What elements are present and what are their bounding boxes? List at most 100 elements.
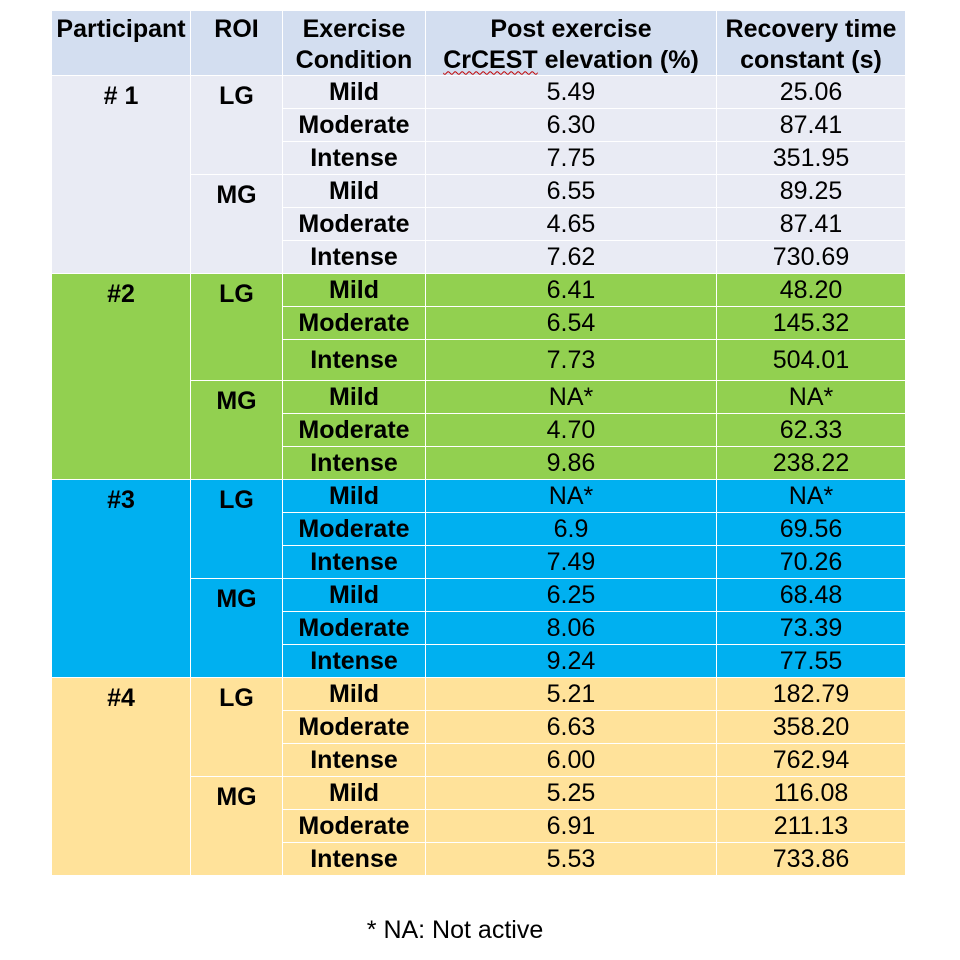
- condition-cell: Mild: [282, 75, 426, 109]
- condition-cell: Intense: [282, 446, 426, 480]
- elevation-cell: 6.55: [425, 174, 717, 208]
- condition-cell: Moderate: [282, 207, 426, 241]
- elevation-cell: 6.9: [425, 512, 717, 546]
- recovery-cell: 182.79: [716, 677, 906, 711]
- recovery-cell: 69.56: [716, 512, 906, 546]
- elevation-cell: 4.65: [425, 207, 717, 241]
- elevation-cell: 5.49: [425, 75, 717, 109]
- roi-cell: MG: [190, 776, 283, 876]
- recovery-cell: 351.95: [716, 141, 906, 175]
- condition-cell: Intense: [282, 644, 426, 678]
- spellcheck-underlined-term: CrCEST: [443, 45, 538, 74]
- condition-cell: Intense: [282, 339, 426, 381]
- header-roi: ROI: [190, 10, 283, 76]
- participant-cell: # 1: [51, 75, 191, 274]
- recovery-cell: 145.32: [716, 306, 906, 340]
- elevation-cell: 6.63: [425, 710, 717, 744]
- recovery-cell: 211.13: [716, 809, 906, 843]
- recovery-cell: 70.26: [716, 545, 906, 579]
- roi-cell: MG: [190, 380, 283, 480]
- elevation-cell: 7.49: [425, 545, 717, 579]
- table-row: Moderate 6.91 211.13: [52, 809, 906, 843]
- condition-cell: Moderate: [282, 413, 426, 447]
- table-row: #4 LG Mild 5.21 182.79: [51, 677, 906, 876]
- recovery-cell: 238.22: [716, 446, 906, 480]
- condition-cell: Intense: [282, 842, 426, 876]
- table-row: #3 LG Mild NA* NA*: [51, 479, 906, 678]
- condition-cell: Mild: [282, 677, 426, 711]
- table-row: #2 LG Mild 6.41 48.20: [51, 273, 906, 480]
- table-row: Intense 7.75 351.95: [52, 141, 906, 175]
- elevation-cell: 5.21: [425, 677, 717, 711]
- recovery-cell: 73.39: [716, 611, 906, 645]
- recovery-cell: 116.08: [716, 776, 906, 810]
- recovery-cell: NA*: [716, 479, 906, 513]
- elevation-cell: 7.62: [425, 240, 717, 274]
- elevation-cell: 7.75: [425, 141, 717, 175]
- table-row: Intense 5.53 733.86: [52, 842, 906, 876]
- elevation-cell: 5.25: [425, 776, 717, 810]
- participant-cell: #3: [51, 479, 191, 678]
- roi-cell: LG: [190, 677, 283, 777]
- condition-cell: Moderate: [282, 809, 426, 843]
- roi-cell: MG: [190, 174, 283, 274]
- results-table: Participant ROI Exercise Condition Post e…: [51, 10, 906, 876]
- elevation-cell: 5.53: [425, 842, 717, 876]
- recovery-cell: 25.06: [716, 75, 906, 109]
- condition-cell: Moderate: [282, 512, 426, 546]
- condition-cell: Mild: [282, 479, 426, 513]
- recovery-cell: 730.69: [716, 240, 906, 274]
- roi-cell: LG: [190, 479, 283, 579]
- table-row: Intense 6.00 762.94: [52, 743, 906, 777]
- recovery-cell: 762.94: [716, 743, 906, 777]
- elevation-cell: 9.86: [425, 446, 717, 480]
- table-row: Moderate 4.65 87.41: [52, 207, 906, 241]
- table-row: Intense 9.86 238.22: [52, 446, 906, 480]
- recovery-cell: 504.01: [716, 339, 906, 381]
- elevation-cell: 8.06: [425, 611, 717, 645]
- header-crcest-elevation: Post exercise CrCEST elevation (%): [425, 10, 717, 76]
- table-row: MG Mild 6.25 68.48: [52, 578, 906, 678]
- elevation-cell: 6.00: [425, 743, 717, 777]
- condition-cell: Moderate: [282, 306, 426, 340]
- table-row: MG Mild NA* NA*: [52, 380, 906, 480]
- recovery-cell: 733.86: [716, 842, 906, 876]
- table-row: Moderate 8.06 73.39: [52, 611, 906, 645]
- participant-cell: #4: [51, 677, 191, 876]
- header-recovery-time: Recovery time constant (s): [716, 10, 906, 76]
- elevation-cell: NA*: [425, 479, 717, 513]
- header-participant: Participant: [51, 10, 191, 76]
- condition-cell: Mild: [282, 776, 426, 810]
- elevation-cell: NA*: [425, 380, 717, 414]
- condition-cell: Intense: [282, 240, 426, 274]
- condition-cell: Mild: [282, 380, 426, 414]
- recovery-cell: 87.41: [716, 108, 906, 142]
- participant-cell: #2: [51, 273, 191, 480]
- recovery-cell: 48.20: [716, 273, 906, 307]
- table-row: Moderate 6.63 358.20: [52, 710, 906, 744]
- elevation-cell: 6.41: [425, 273, 717, 307]
- condition-cell: Mild: [282, 174, 426, 208]
- table-row: Moderate 6.54 145.32: [52, 306, 906, 340]
- recovery-cell: 358.20: [716, 710, 906, 744]
- recovery-cell: 87.41: [716, 207, 906, 241]
- table-header-row: Participant ROI Exercise Condition Post e…: [51, 10, 906, 76]
- condition-cell: Moderate: [282, 710, 426, 744]
- table-row: Moderate 6.30 87.41: [52, 108, 906, 142]
- elevation-cell: 7.73: [425, 339, 717, 381]
- table-row: Moderate 6.9 69.56: [52, 512, 906, 546]
- footnote: * NA: Not active: [366, 916, 544, 944]
- elevation-cell: 6.54: [425, 306, 717, 340]
- roi-cell: MG: [190, 578, 283, 678]
- condition-cell: Moderate: [282, 108, 426, 142]
- condition-cell: Intense: [282, 141, 426, 175]
- condition-cell: Mild: [282, 273, 426, 307]
- elevation-cell: 4.70: [425, 413, 717, 447]
- table-row: # 1 LG Mild 5.49 25.06: [51, 75, 906, 274]
- header-exercise-condition: Exercise Condition: [282, 10, 426, 76]
- elevation-cell: 9.24: [425, 644, 717, 678]
- elevation-cell: 6.25: [425, 578, 717, 612]
- elevation-cell: 6.30: [425, 108, 717, 142]
- elevation-cell: 6.91: [425, 809, 717, 843]
- table-row: Intense 7.73 504.01: [52, 339, 906, 381]
